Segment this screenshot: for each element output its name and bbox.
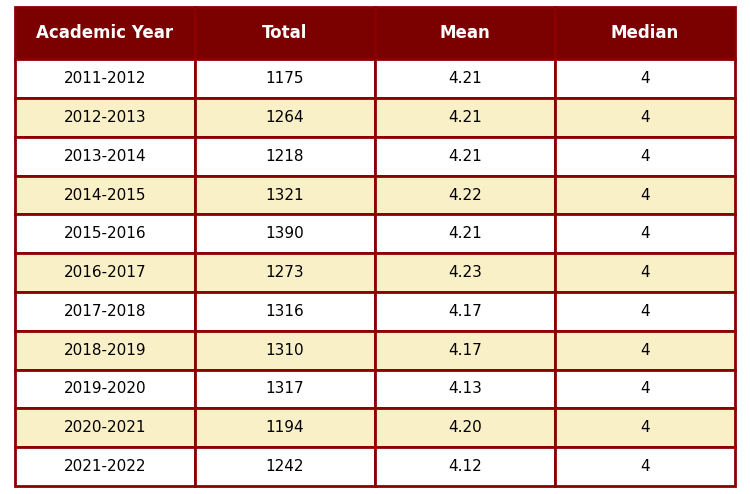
Bar xyxy=(555,292,735,331)
Text: 1273: 1273 xyxy=(266,265,305,280)
Text: 4: 4 xyxy=(640,304,650,319)
Bar xyxy=(375,7,555,59)
Text: 2016-2017: 2016-2017 xyxy=(64,265,146,280)
Text: Academic Year: Academic Year xyxy=(37,24,173,42)
Text: 2017-2018: 2017-2018 xyxy=(64,304,146,319)
Text: 1316: 1316 xyxy=(266,304,305,319)
Bar xyxy=(555,447,735,486)
Text: 4: 4 xyxy=(640,420,650,435)
Text: Median: Median xyxy=(610,24,680,42)
Bar xyxy=(375,447,555,486)
Bar xyxy=(195,137,375,176)
Text: 2019-2020: 2019-2020 xyxy=(64,381,146,396)
Bar xyxy=(15,7,195,59)
Bar xyxy=(15,370,195,408)
Text: 2021-2022: 2021-2022 xyxy=(64,459,146,474)
Bar xyxy=(15,59,195,98)
Bar xyxy=(195,370,375,408)
Text: 2015-2016: 2015-2016 xyxy=(64,226,146,241)
Text: 4: 4 xyxy=(640,381,650,396)
Bar xyxy=(195,214,375,253)
Text: 4: 4 xyxy=(640,71,650,86)
Text: 2018-2019: 2018-2019 xyxy=(64,343,146,358)
Bar xyxy=(195,331,375,370)
Text: 1317: 1317 xyxy=(266,381,305,396)
Bar xyxy=(195,7,375,59)
Text: 4.22: 4.22 xyxy=(448,188,482,203)
Bar xyxy=(15,176,195,214)
Text: 4.17: 4.17 xyxy=(448,343,482,358)
Bar xyxy=(195,408,375,447)
Bar xyxy=(375,137,555,176)
Text: 1175: 1175 xyxy=(266,71,305,86)
Text: 4.21: 4.21 xyxy=(448,149,482,164)
Bar xyxy=(15,408,195,447)
Text: 4: 4 xyxy=(640,459,650,474)
Bar xyxy=(375,214,555,253)
Text: 4.23: 4.23 xyxy=(448,265,482,280)
Bar xyxy=(195,292,375,331)
Bar xyxy=(195,98,375,137)
Bar xyxy=(375,59,555,98)
Text: 1310: 1310 xyxy=(266,343,305,358)
Text: 1390: 1390 xyxy=(266,226,305,241)
Bar xyxy=(15,331,195,370)
Bar xyxy=(375,253,555,292)
Text: 2011-2012: 2011-2012 xyxy=(64,71,146,86)
Text: 1321: 1321 xyxy=(266,188,305,203)
Text: 4.21: 4.21 xyxy=(448,110,482,125)
Text: 4.12: 4.12 xyxy=(448,459,482,474)
Text: 1218: 1218 xyxy=(266,149,305,164)
Bar xyxy=(555,7,735,59)
Bar xyxy=(555,408,735,447)
Text: 2014-2015: 2014-2015 xyxy=(64,188,146,203)
Bar xyxy=(375,292,555,331)
Text: 4: 4 xyxy=(640,343,650,358)
Bar xyxy=(555,137,735,176)
Bar xyxy=(195,253,375,292)
Bar xyxy=(375,408,555,447)
Bar xyxy=(15,214,195,253)
Bar xyxy=(555,214,735,253)
Text: 2013-2014: 2013-2014 xyxy=(64,149,146,164)
Bar xyxy=(555,253,735,292)
Bar xyxy=(15,292,195,331)
Text: 4: 4 xyxy=(640,265,650,280)
Bar xyxy=(15,447,195,486)
Bar xyxy=(555,331,735,370)
Bar xyxy=(15,253,195,292)
Text: 4.21: 4.21 xyxy=(448,71,482,86)
Text: 4: 4 xyxy=(640,149,650,164)
Text: 4: 4 xyxy=(640,188,650,203)
Bar xyxy=(375,98,555,137)
Text: Mean: Mean xyxy=(440,24,491,42)
Bar xyxy=(195,59,375,98)
Bar xyxy=(15,98,195,137)
Bar xyxy=(555,176,735,214)
Text: 4.13: 4.13 xyxy=(448,381,482,396)
Bar xyxy=(195,447,375,486)
Text: 4.17: 4.17 xyxy=(448,304,482,319)
Text: 2020-2021: 2020-2021 xyxy=(64,420,146,435)
Bar xyxy=(15,137,195,176)
Bar xyxy=(555,59,735,98)
Bar xyxy=(375,331,555,370)
Text: 1194: 1194 xyxy=(266,420,305,435)
Bar xyxy=(195,176,375,214)
Bar xyxy=(375,370,555,408)
Bar xyxy=(555,370,735,408)
Text: 4: 4 xyxy=(640,110,650,125)
Text: Total: Total xyxy=(262,24,308,42)
Text: 4: 4 xyxy=(640,226,650,241)
Bar xyxy=(375,176,555,214)
Text: 4.20: 4.20 xyxy=(448,420,482,435)
Text: 1242: 1242 xyxy=(266,459,305,474)
Text: 1264: 1264 xyxy=(266,110,305,125)
Text: 4.21: 4.21 xyxy=(448,226,482,241)
Text: 2012-2013: 2012-2013 xyxy=(64,110,146,125)
Bar xyxy=(555,98,735,137)
